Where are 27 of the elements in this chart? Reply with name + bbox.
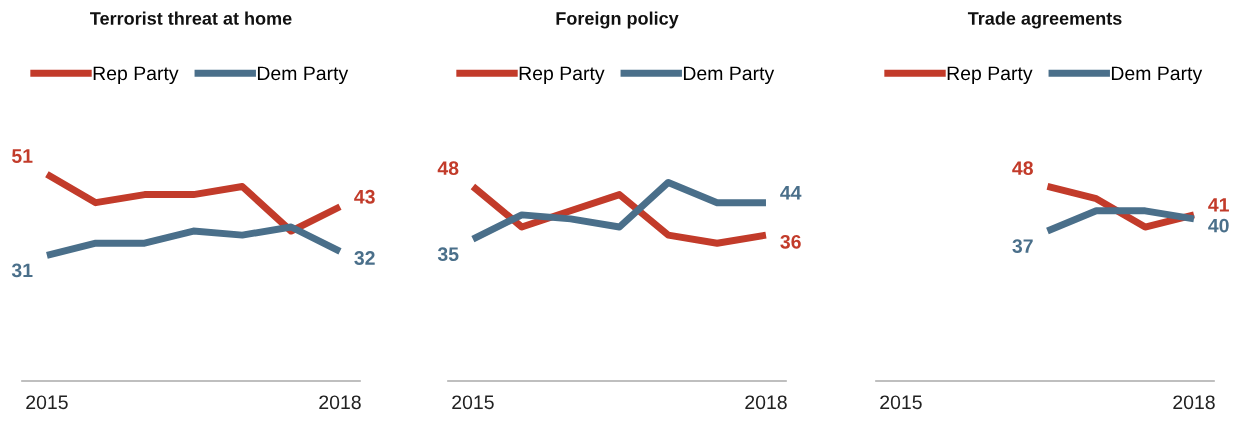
data-label: 37 — [1012, 239, 1033, 253]
legend-label: Rep Party — [947, 66, 1033, 85]
data-label: 48 — [437, 161, 459, 176]
x-tick-label: 2018 — [319, 395, 361, 410]
data-label: 43 — [354, 189, 375, 204]
data-label: 40 — [1208, 218, 1229, 233]
chart-title: Trade agreements — [967, 11, 1122, 29]
legend-label: Rep Party — [93, 66, 179, 85]
data-label: 31 — [11, 263, 33, 278]
legend-label: Dem Party — [257, 66, 349, 85]
legend-label: Dem Party — [1111, 66, 1203, 85]
chart-title: Foreign policy — [556, 11, 679, 29]
legend-label: Dem Party — [683, 66, 775, 85]
legend-label: Rep Party — [519, 66, 605, 85]
data-label: 44 — [780, 186, 802, 200]
data-label: 36 — [780, 234, 801, 249]
data-label: 32 — [354, 251, 375, 265]
x-tick-label: 2015 — [880, 395, 922, 410]
data-label: 41 — [1208, 198, 1229, 212]
data-label: 51 — [11, 149, 33, 163]
x-tick-label: 2015 — [26, 395, 68, 410]
data-label: 48 — [1012, 161, 1033, 176]
x-tick-label: 2018 — [1173, 395, 1215, 410]
data-label: 35 — [437, 247, 459, 262]
x-tick-label: 2015 — [452, 395, 494, 410]
x-tick-label: 2018 — [745, 395, 787, 410]
chart-title: Terrorist threat at home — [90, 11, 292, 25]
